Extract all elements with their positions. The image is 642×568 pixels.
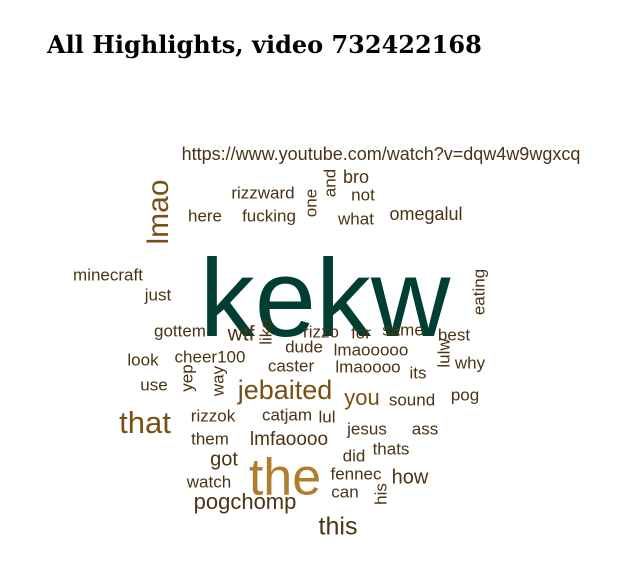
cloud-word: sound [389, 390, 435, 409]
cloud-word: how [392, 466, 429, 488]
cloud-word: omegalul [389, 204, 462, 224]
cloud-word: lul [318, 407, 335, 426]
cloud-word: its [410, 363, 427, 382]
cloud-word: wtf [227, 323, 255, 346]
cloud-word: catjam [262, 405, 312, 424]
cloud-word: and [320, 169, 339, 197]
cloud-word: fucking [242, 206, 296, 225]
cloud-word: you [344, 385, 379, 410]
cloud-word: one [301, 189, 320, 217]
cloud-word: way [208, 365, 227, 397]
cloud-word: kekw [200, 237, 451, 360]
cloud-word: lmfaoooo [250, 429, 328, 450]
cloud-word: for [351, 323, 371, 342]
cloud-word: just [144, 285, 172, 304]
cloud-word: lmao [142, 179, 175, 244]
cloud-word: them [191, 429, 229, 448]
cloud-word: look [127, 350, 159, 369]
cloud-word: eating [469, 269, 488, 315]
cloud-word: gottem [154, 321, 206, 340]
cloud-word: his [371, 483, 390, 505]
cloud-word: lulw [434, 338, 453, 368]
cloud-word: like [256, 319, 275, 345]
cloud-word: can [331, 482, 358, 501]
cloud-word: jebaited [237, 375, 333, 405]
cloud-word: https://www.youtube.com/watch?v=dqw4w9wg… [182, 144, 581, 164]
cloud-word: bro [343, 167, 369, 187]
cloud-word: best [438, 325, 470, 344]
cloud-word: jesus [346, 419, 387, 438]
cloud-word: caster [268, 356, 315, 375]
cloud-word: use [140, 375, 167, 394]
cloud-word: not [351, 185, 375, 204]
cloud-word: pogchomp [194, 489, 297, 514]
cloud-word: same [382, 320, 424, 339]
cloud-word: fennec [330, 464, 382, 483]
cloud-word: here [188, 206, 222, 225]
cloud-word: this [319, 513, 358, 541]
cloud-word: lmaoooo [335, 357, 400, 376]
cloud-word: that [119, 405, 171, 440]
cloud-word: did [343, 446, 366, 465]
cloud-word: got [210, 448, 238, 470]
cloud-word: lmaooooo [334, 340, 409, 359]
cloud-word: thats [373, 439, 410, 458]
cloud-word: ass [412, 419, 438, 438]
cloud-word: rizzo [303, 322, 339, 341]
cloud-word: pog [451, 385, 479, 404]
cloud-word: rizzward [231, 183, 294, 202]
cloud-word: cheer100 [175, 347, 246, 366]
cloud-word: minecraft [73, 265, 143, 284]
cloud-word: rizzok [191, 406, 236, 425]
cloud-word: watch [186, 472, 231, 491]
cloud-word: yep [177, 364, 196, 391]
cloud-word: the [249, 449, 321, 507]
cloud-word: what [337, 209, 374, 228]
cloud-word: dude [285, 337, 323, 356]
cloud-word: why [454, 353, 486, 372]
chart-title: All Highlights, video 732422168 [47, 30, 482, 59]
